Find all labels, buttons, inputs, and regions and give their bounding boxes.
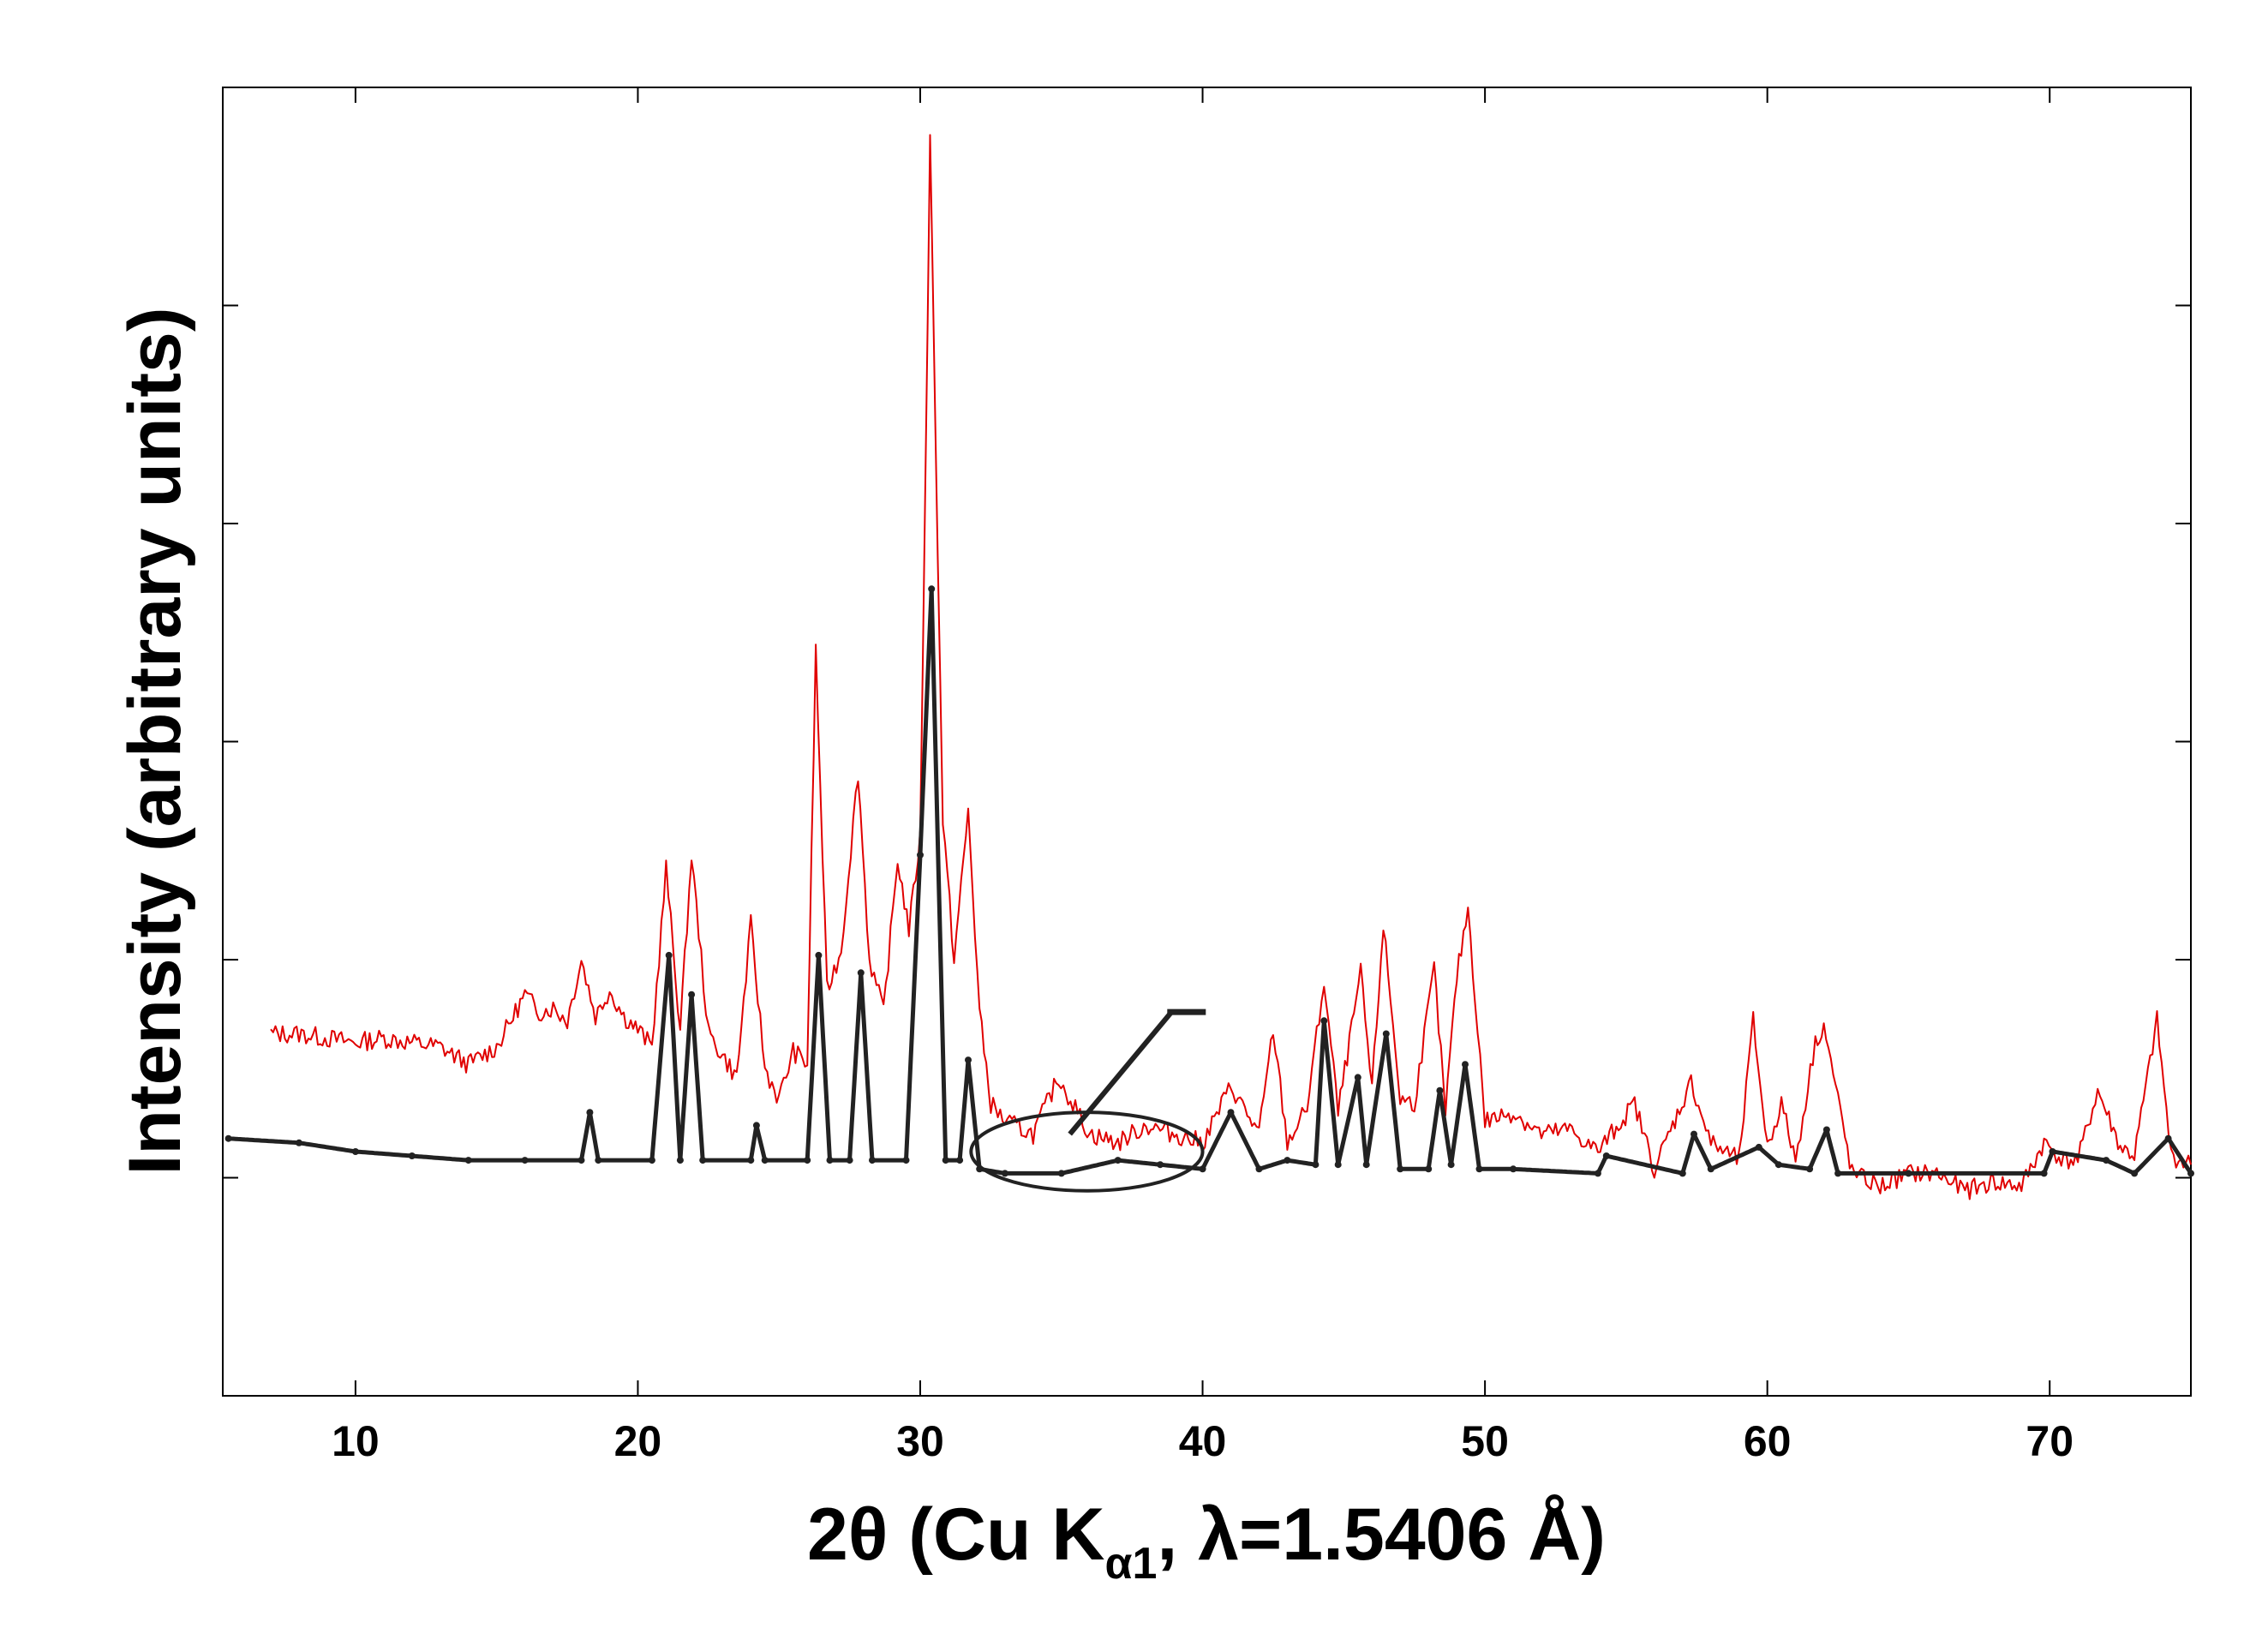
calculated-point (577, 1157, 585, 1164)
calculated-point (917, 851, 924, 859)
calculated-point (1707, 1165, 1714, 1173)
calculated-point (1114, 1157, 1122, 1164)
calculated-point (1227, 1109, 1235, 1116)
calculated-point (1602, 1152, 1610, 1159)
calculated-point (2049, 1148, 2056, 1155)
calculated-point (1354, 1074, 1361, 1081)
calculated-point (1834, 1170, 1842, 1177)
y-axis-ticks (223, 304, 2191, 1179)
calculated-point (1905, 1170, 1912, 1177)
x-axis-ticks: 10 20 30 40 50 60 70 (332, 87, 2074, 1465)
calculated-point (521, 1157, 529, 1164)
plot-frame (222, 87, 2192, 1397)
calculated-point (1284, 1157, 1291, 1164)
calculated-point (1157, 1161, 1164, 1169)
calculated-point (965, 1056, 972, 1064)
annotation-layer (969, 1009, 1206, 1193)
calculated-point (1312, 1161, 1320, 1169)
calculated-point (2164, 1134, 2172, 1142)
calculated-point (464, 1157, 472, 1164)
calculated-point (2131, 1170, 2139, 1177)
calculated-point (1436, 1086, 1444, 1094)
calculated-point (699, 1157, 707, 1164)
calculated-point (1320, 1017, 1328, 1025)
calculated-point (688, 991, 696, 998)
calculated-point (1679, 1170, 1686, 1177)
calculated-point (902, 1157, 910, 1164)
x-axis-title-main: 2θ (Cu K (807, 1493, 1105, 1576)
calculated-point (747, 1157, 755, 1164)
calculated-point (665, 951, 673, 959)
annotation-ellipse (969, 1110, 1205, 1193)
calculated-point (956, 1157, 964, 1164)
calculated-point (1425, 1165, 1433, 1173)
calculated-point (1255, 1165, 1263, 1173)
series-observed-line (270, 134, 2192, 1200)
x-tick-label: 60 (1744, 1417, 1792, 1465)
calculated-point (928, 585, 936, 593)
x-tick-label: 30 (896, 1417, 944, 1465)
calculated-point (1806, 1165, 1814, 1173)
calculated-point (676, 1157, 684, 1164)
calculated-point (804, 1157, 811, 1164)
series-calculated-line (228, 586, 2193, 1176)
calculated-point (1447, 1161, 1455, 1169)
calculated-point (1462, 1061, 1469, 1068)
calculated-point (1362, 1161, 1370, 1169)
calculated-point (1510, 1165, 1517, 1173)
y-axis-title: Intensity (arbitrary units) (114, 307, 196, 1175)
calculated-point (815, 951, 823, 959)
calculated-point (1334, 1161, 1342, 1169)
x-tick-label: 70 (2026, 1417, 2074, 1465)
calculated-point (1057, 1170, 1065, 1177)
x-tick-label: 20 (614, 1417, 662, 1465)
calculated-point (942, 1157, 949, 1164)
calculated-point (869, 1157, 876, 1164)
calculated-point (826, 1157, 834, 1164)
calculated-point (1594, 1170, 1601, 1177)
calculated-point (296, 1139, 302, 1146)
x-axis-title: 2θ (Cu Kα1, λ=1.5406 Å) (807, 1493, 1606, 1589)
x-tick-label: 40 (1179, 1417, 1227, 1465)
calculated-point (224, 1134, 232, 1142)
series-layer (224, 134, 2194, 1200)
annotation-pointer-line (1068, 1010, 1174, 1136)
calculated-point (761, 1157, 769, 1164)
calculated-point (846, 1157, 853, 1164)
calculated-point (595, 1157, 602, 1164)
calculated-point (1774, 1161, 1782, 1169)
calculated-point (1397, 1165, 1404, 1173)
calculated-point (351, 1148, 359, 1155)
calculated-point (1691, 1130, 1697, 1138)
calculated-point (408, 1152, 416, 1159)
calculated-point (1822, 1126, 1830, 1134)
calculated-point (586, 1109, 594, 1116)
calculated-point (1755, 1143, 1762, 1151)
calculated-point (2187, 1170, 2194, 1177)
x-axis-title-subscript: α1 (1105, 1539, 1158, 1589)
calculated-point (648, 1157, 655, 1164)
calculated-point (1199, 1165, 1206, 1173)
calculated-point (1475, 1165, 1483, 1173)
calculated-point (857, 969, 865, 977)
x-tick-label: 10 (332, 1417, 380, 1465)
x-axis-title-tail: , λ=1.5406 Å) (1157, 1493, 1606, 1576)
calculated-point (1001, 1170, 1008, 1177)
calculated-point (2103, 1157, 2110, 1164)
calculated-point (1382, 1030, 1390, 1038)
x-tick-label: 50 (1461, 1417, 1509, 1465)
calculated-point (2040, 1170, 2048, 1177)
calculated-point (752, 1122, 760, 1129)
